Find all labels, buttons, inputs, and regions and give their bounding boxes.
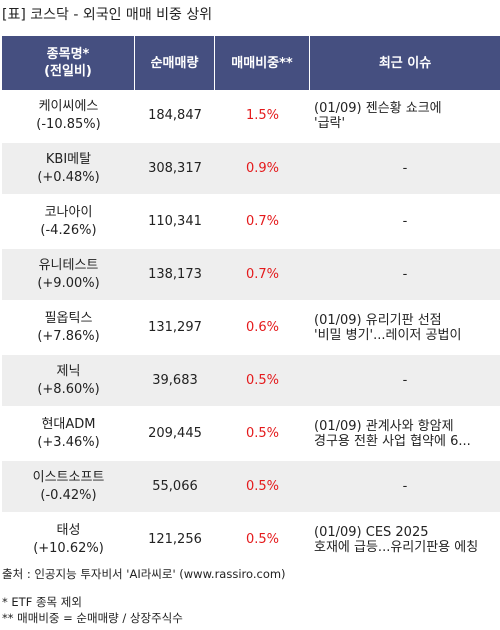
stock-change: (-10.85%) xyxy=(36,116,101,132)
stock-change: (+3.46%) xyxy=(37,434,100,450)
net-volume: 55,066 xyxy=(135,461,215,514)
net-volume: 131,297 xyxy=(135,302,215,355)
stock-cell: KBI메탈 (+0.48%) xyxy=(2,143,135,196)
header-name-line1: 종목명* xyxy=(46,47,90,62)
trade-ratio: 0.7% xyxy=(215,196,310,249)
trade-ratio: 1.5% xyxy=(215,90,310,143)
trade-ratio: 0.5% xyxy=(215,355,310,408)
page-title: [표] 코스닥 - 외국인 매매 비중 상위 xyxy=(2,7,213,23)
recent-issue: (01/09) CES 2025 호재에 급등...유리기판용 에칭 xyxy=(310,514,500,567)
issue-line: - xyxy=(402,214,408,229)
recent-issue: (01/09) 유리기판 선점 '비밀 병기'...레이저 공법이 xyxy=(310,302,500,355)
stock-name: 코나아이 xyxy=(44,204,93,220)
recent-issue: - xyxy=(310,196,500,249)
trade-ratio: 0.6% xyxy=(215,302,310,355)
foreign-trading-table: 종목명* (전일비) 순매매량 매매비중** 최근 이슈 케이씨에스 (-10.8… xyxy=(2,36,500,567)
stock-change: (-4.26%) xyxy=(40,222,97,238)
header-name: 종목명* (전일비) xyxy=(2,36,135,90)
stock-change: (-0.42%) xyxy=(40,487,97,503)
stock-name: 태성 xyxy=(56,522,81,538)
header-name-line2: (전일비) xyxy=(44,64,92,79)
header-ratio: 매매비중** xyxy=(215,36,310,90)
stock-change: (+9.00%) xyxy=(37,275,100,291)
recent-issue: (01/09) 젠슨황 쇼크에 '급락' xyxy=(310,90,500,143)
stock-cell: 유니테스트 (+9.00%) xyxy=(2,249,135,302)
stock-name: 현대ADM xyxy=(41,416,96,432)
source-note: 출처 : 인공지능 투자비서 'AI라씨로' (www.rassiro.com) xyxy=(2,567,286,581)
issue-line: - xyxy=(402,161,408,176)
trade-ratio: 0.9% xyxy=(215,143,310,196)
footnote-etf: * ETF 종목 제외 xyxy=(2,595,82,609)
stock-name: 이스트소프트 xyxy=(32,469,105,485)
stock-cell: 코나아이 (-4.26%) xyxy=(2,196,135,249)
table-row: 코나아이 (-4.26%) 110,341 0.7% - xyxy=(2,196,500,249)
table-row: 제닉 (+8.60%) 39,683 0.5% - xyxy=(2,355,500,408)
stock-cell: 태성 (+10.62%) xyxy=(2,514,135,567)
stock-cell: 케이씨에스 (-10.85%) xyxy=(2,90,135,143)
net-volume: 39,683 xyxy=(135,355,215,408)
table-row: KBI메탈 (+0.48%) 308,317 0.9% - xyxy=(2,143,500,196)
table-row: 태성 (+10.62%) 121,256 0.5% (01/09) CES 2025 호재… xyxy=(2,514,500,567)
issue-line: - xyxy=(402,267,408,282)
net-volume: 121,256 xyxy=(135,514,215,567)
issue-line: 경구용 전환 사업 협약에 6... xyxy=(314,433,471,449)
stock-name: 케이씨에스 xyxy=(38,98,99,114)
recent-issue: - xyxy=(310,143,500,196)
stock-cell: 현대ADM (+3.46%) xyxy=(2,408,135,461)
stock-change: (+0.48%) xyxy=(37,169,100,185)
trade-ratio: 0.5% xyxy=(215,461,310,514)
issue-line: - xyxy=(402,479,408,494)
table-row: 이스트소프트 (-0.42%) 55,066 0.5% - xyxy=(2,461,500,514)
issue-line: 호재에 급등...유리기판용 에칭 xyxy=(314,539,479,555)
stock-name: 제닉 xyxy=(56,363,81,379)
stock-cell: 제닉 (+8.60%) xyxy=(2,355,135,408)
header-volume: 순매매량 xyxy=(135,36,215,90)
issue-line: (01/09) 관계사와 항암제 xyxy=(314,418,454,434)
net-volume: 308,317 xyxy=(135,143,215,196)
recent-issue: - xyxy=(310,461,500,514)
table-row: 현대ADM (+3.46%) 209,445 0.5% (01/09) 관계사와 항암제… xyxy=(2,408,500,461)
stock-change: (+7.86%) xyxy=(37,328,100,344)
issue-line: (01/09) 유리기판 선점 xyxy=(314,312,442,328)
issue-line: (01/09) 젠슨황 쇼크에 xyxy=(314,100,442,116)
net-volume: 110,341 xyxy=(135,196,215,249)
issue-line: '급락' xyxy=(314,115,346,131)
recent-issue: - xyxy=(310,249,500,302)
trade-ratio: 0.5% xyxy=(215,408,310,461)
table-row: 케이씨에스 (-10.85%) 184,847 1.5% (01/09) 젠슨황 쇼크에… xyxy=(2,90,500,143)
footnote-ratio: ** 매매비중 = 순매매량 / 상장주식수 xyxy=(2,611,183,625)
net-volume: 138,173 xyxy=(135,249,215,302)
header-issue: 최근 이슈 xyxy=(310,36,500,90)
net-volume: 209,445 xyxy=(135,408,215,461)
stock-name: 필옵틱스 xyxy=(44,310,93,326)
stock-change: (+8.60%) xyxy=(37,381,100,397)
issue-line: - xyxy=(402,373,408,388)
table-body: 케이씨에스 (-10.85%) 184,847 1.5% (01/09) 젠슨황 쇼크에… xyxy=(2,90,500,567)
stock-name: 유니테스트 xyxy=(38,257,99,273)
table-header-row: 종목명* (전일비) 순매매량 매매비중** 최근 이슈 xyxy=(2,36,500,90)
net-volume: 184,847 xyxy=(135,90,215,143)
table-row: 유니테스트 (+9.00%) 138,173 0.7% - xyxy=(2,249,500,302)
trade-ratio: 0.5% xyxy=(215,514,310,567)
stock-cell: 필옵틱스 (+7.86%) xyxy=(2,302,135,355)
stock-cell: 이스트소프트 (-0.42%) xyxy=(2,461,135,514)
issue-line: '비밀 병기'...레이저 공법이 xyxy=(314,327,462,343)
recent-issue: - xyxy=(310,355,500,408)
recent-issue: (01/09) 관계사와 항암제 경구용 전환 사업 협약에 6... xyxy=(310,408,500,461)
trade-ratio: 0.7% xyxy=(215,249,310,302)
table-row: 필옵틱스 (+7.86%) 131,297 0.6% (01/09) 유리기판 선점 '비… xyxy=(2,302,500,355)
stock-change: (+10.62%) xyxy=(33,540,104,556)
issue-line: (01/09) CES 2025 xyxy=(314,524,429,540)
stock-name: KBI메탈 xyxy=(45,151,92,167)
